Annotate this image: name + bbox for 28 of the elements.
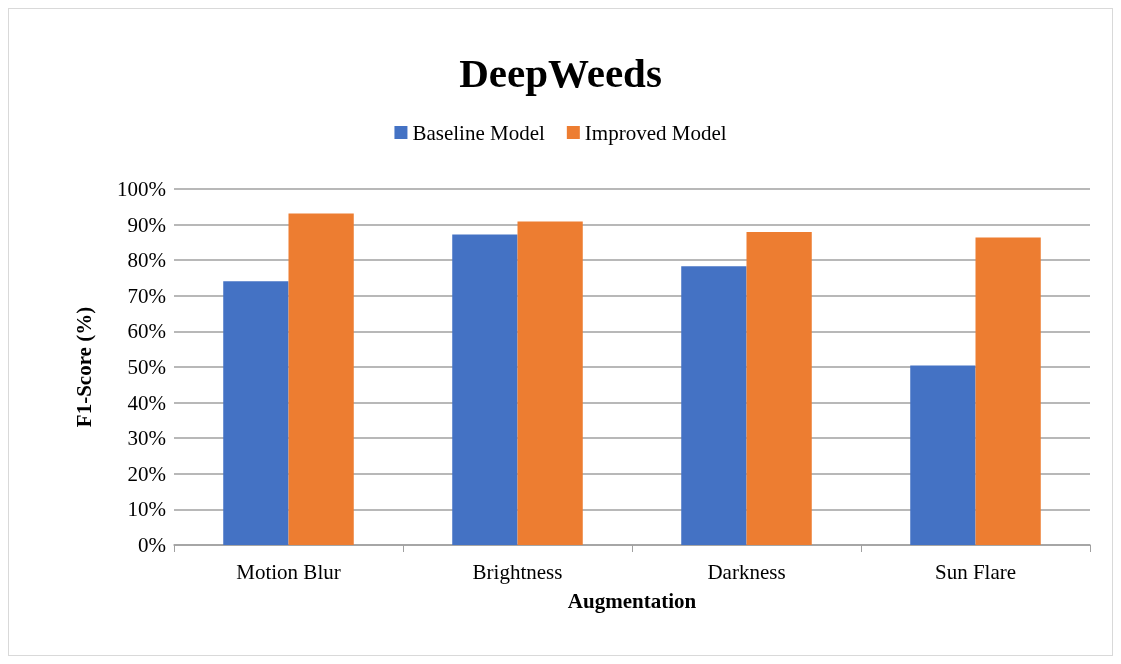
x-tick-label: Darkness (707, 559, 786, 584)
chart-title: DeepWeeds (459, 49, 662, 96)
y-tick-label: 60% (127, 319, 166, 344)
bar (517, 221, 583, 545)
y-tick-label: 10% (127, 497, 166, 522)
y-tick-label: 100% (117, 177, 166, 201)
y-tick-label: 50% (127, 355, 166, 379)
y-tick-label: 0% (138, 533, 166, 557)
y-tick-label: 20% (127, 461, 166, 486)
bar (910, 365, 976, 545)
bar (746, 232, 812, 545)
bar (223, 281, 289, 545)
bar (452, 234, 518, 545)
x-tick-label: Motion Blur (236, 559, 341, 584)
y-tick-label: 30% (127, 426, 166, 451)
x-axis-title: Augmentation (567, 588, 697, 613)
bar (288, 213, 354, 545)
y-tick-label: 80% (127, 248, 166, 273)
legend-label: Baseline Model (412, 120, 545, 145)
y-axis-title: F1-Score (%) (71, 306, 96, 428)
y-tick-label: 70% (127, 283, 166, 308)
legend-label: Improved Model (584, 120, 727, 145)
x-tick-label: Sun Flare (934, 559, 1017, 584)
x-tick-label: Brightness (472, 559, 563, 584)
y-tick-label: 40% (127, 390, 166, 415)
bar (681, 266, 747, 545)
bar (975, 237, 1041, 545)
y-tick-label: 90% (127, 212, 166, 237)
